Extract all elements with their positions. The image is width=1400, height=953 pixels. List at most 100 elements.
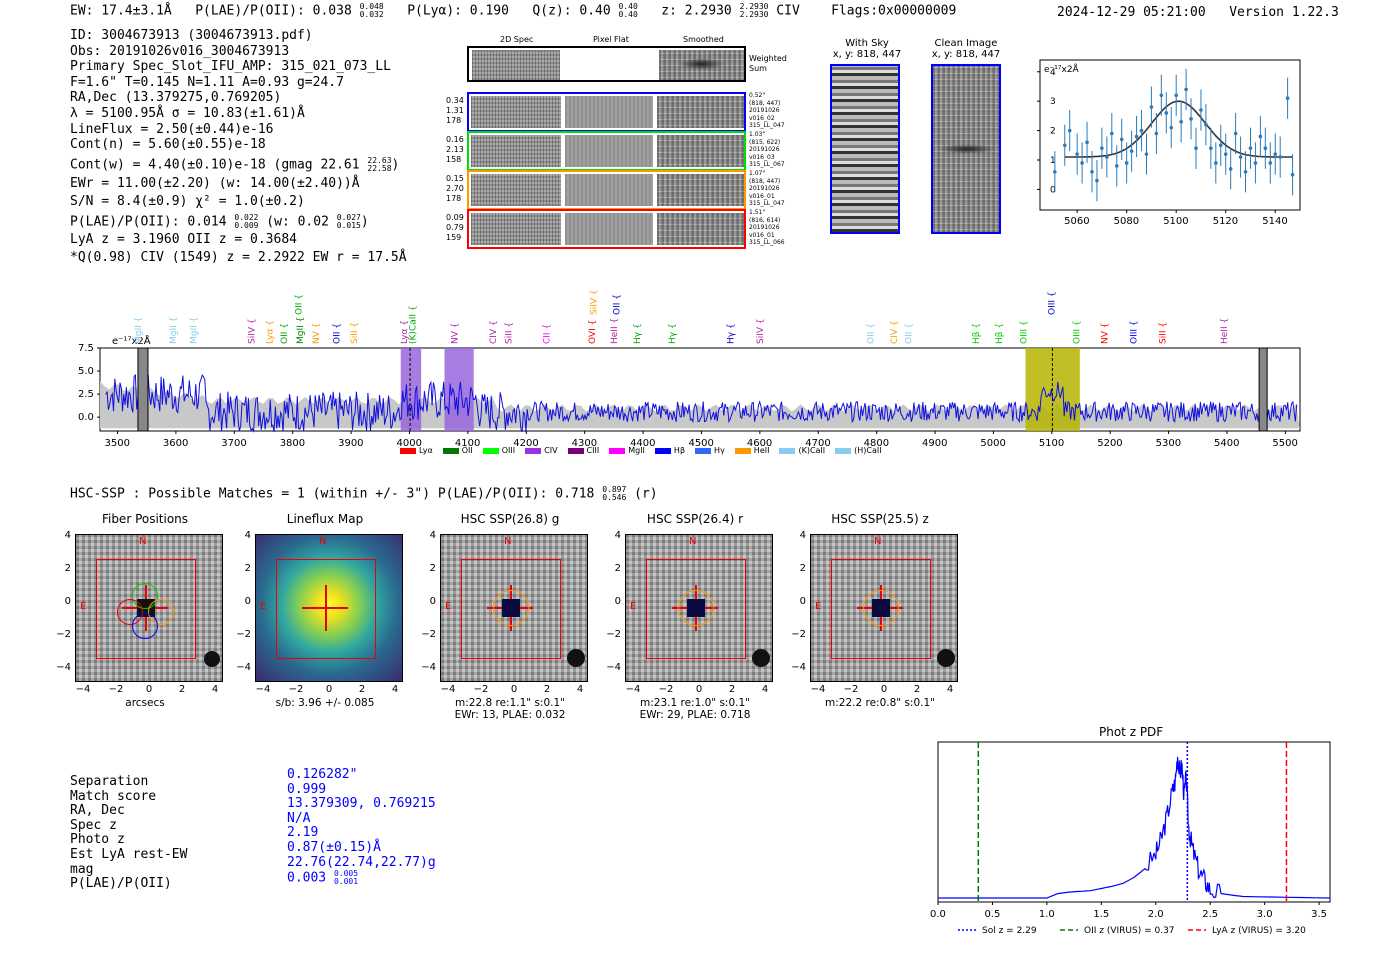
header-qz-hi: 0.40: [618, 2, 638, 11]
fiber-2dspec: [471, 213, 561, 245]
data-point: [1243, 169, 1248, 174]
data-point: [1273, 152, 1278, 156]
data-point: [1278, 155, 1282, 159]
data-point: [1144, 152, 1149, 156]
pdf-curve: [938, 756, 1331, 899]
clean-image-xy: x, y: 818, 447: [931, 49, 1001, 60]
neighbor-source: [937, 649, 955, 667]
legend-swatch: [654, 447, 671, 454]
fiber-smoothed: [657, 174, 744, 206]
header-plae-lo: 0.032: [359, 10, 384, 19]
data-point: [1067, 128, 1072, 133]
match-label-score: Match score: [70, 788, 157, 804]
fiber-row-meta-line: 315_LL_066: [749, 239, 785, 246]
header-flags: Flags:0x00000009: [831, 3, 957, 19]
header-qz: Q(z): 0.40: [532, 3, 611, 19]
match-value-plae: 0.003 0.005 0.001: [287, 870, 436, 886]
plot-frame: [1039, 59, 1301, 211]
masked-region: [137, 347, 149, 432]
fiber-row-meta-line: 0.52": [749, 92, 766, 99]
legend-label: MgII: [628, 446, 645, 455]
line-label: HeII {: [610, 318, 620, 344]
fiber-row-meta-line: 20191026: [749, 107, 780, 114]
info-spec-slot: Primary Spec_Slot_IFU_AMP: 315_021_073_L…: [70, 59, 391, 75]
with-sky-xy: x, y: 818, 447: [832, 49, 902, 60]
legend-item: Hγ: [695, 446, 725, 455]
info-lya-z: LyA z = 3.1960 OII z = 0.3684: [70, 232, 297, 248]
hsc-aperture-box: [646, 559, 746, 659]
info-gmag-lo: 22.58: [367, 163, 392, 173]
line-label: OII {: [294, 294, 304, 315]
info-plae-w-lo: 0.015: [336, 221, 361, 231]
data-point: [1053, 169, 1057, 174]
legend-item: Lyα: [400, 446, 433, 455]
fiber-row-meta: 1.03" (815, 622) 20191026 v016_03 315_LL_067: [749, 131, 785, 169]
line-label: OII {: [280, 323, 290, 344]
header-z-range: 2.2930 2.2930: [740, 3, 769, 19]
x-tick-label: 4: [576, 684, 584, 695]
x-tick-label: 5300: [1156, 438, 1181, 449]
hsc-panel-image: N E: [255, 534, 403, 682]
y-tick-label: 4: [799, 530, 806, 541]
fiber-row-meta-line: 20191026: [749, 185, 780, 192]
y-tick-label: −2: [606, 629, 621, 640]
info-cont-w-text: Cont(w) = 4.40(±0.10)e-18 (gmag 22.61: [70, 157, 360, 173]
col-title-pixelflat: Pixel Flat: [593, 35, 629, 44]
x-tick-label: 2.0: [1148, 909, 1164, 920]
neighbor-source: [204, 651, 220, 667]
match-value-score: 0.999: [287, 781, 327, 797]
info-block: ID: 3004673913 (3004673913.pdf) Obs: 201…: [70, 28, 407, 265]
x-tick-label: 3.0: [1257, 909, 1273, 920]
line-label: CII {: [543, 324, 553, 344]
fiber-row-meta-line: (815, 622): [749, 138, 781, 146]
match-labels: Separation Match score RA, Dec Spec z Ph…: [70, 774, 188, 892]
line-label: OII {: [332, 323, 342, 344]
fiber-2dspec: [471, 135, 561, 167]
legend-swatch: [567, 447, 584, 454]
data-point: [1238, 155, 1243, 159]
hsc-aperture-box: [96, 559, 196, 659]
header-plae: P(LAE)/P(OII): 0.038: [195, 3, 352, 19]
y-tick-label: 0: [1050, 185, 1056, 195]
info-plae-w-close: ): [360, 214, 369, 230]
line-label: Hγ {: [633, 323, 643, 344]
fiber-row-meta-line: 315_LL_047: [749, 122, 785, 129]
info-plae-w-hi: 0.027: [336, 213, 361, 223]
match-label-lya-ew: Est LyA rest-EW: [70, 846, 188, 862]
header-line: EW: 17.4±3.1Å P(LAE)/P(OII): 0.038 0.048…: [70, 3, 956, 19]
hsc-panel-image: N E: [440, 534, 588, 682]
x-tick-label: 4400: [630, 438, 655, 449]
legend-label: (H)CaII: [854, 446, 882, 455]
legend-item: (H)CaII: [835, 446, 882, 455]
info-cont-n: Cont(n) = 5.60(±0.55)e-18: [70, 137, 266, 153]
fiber-row-value: 2.70: [446, 184, 464, 193]
line-label: Hγ {: [668, 323, 678, 344]
line-label: OII {: [867, 323, 877, 344]
x-tick-label: 0: [695, 684, 703, 695]
with-sky-title: With Sky: [845, 38, 889, 49]
x-tick-label: 0: [510, 684, 518, 695]
info-radec: RA,Dec (13.379275,0.769205): [70, 90, 282, 106]
data-point: [1095, 178, 1099, 183]
line-label: OIII {: [1072, 320, 1082, 344]
legend-label: OII z (VIRUS) = 0.37: [1084, 926, 1175, 936]
info-best-z: *Q(0.98) CIV (1549) z = 2.2922 EW r = 17…: [70, 249, 407, 265]
fiber-2dspec: [471, 174, 561, 206]
y-tick-label: 2: [799, 563, 806, 574]
y-tick-label: 4: [1050, 68, 1056, 78]
legend-label: CIII: [586, 446, 600, 455]
legend-item: OII: [442, 446, 473, 455]
fiber-2dspec: [471, 96, 561, 128]
info-plae: P(LAE)/P(OII): 0.014 0.022 0.009 (w: 0.0…: [70, 214, 407, 230]
x-tick-label: 1.0: [1039, 909, 1055, 920]
legend-swatch: [609, 447, 626, 454]
fiber-row-meta-line: (816, 614): [749, 216, 781, 224]
data-point: [1119, 137, 1124, 142]
match-value-separation: 0.126282": [287, 767, 358, 782]
x-tick-label: 3600: [163, 438, 188, 449]
north-label: N: [319, 536, 327, 547]
info-fwhm: F=1.6" T=0.145 N=1.11 A=0.93 g=24.7: [70, 74, 344, 90]
y-tick-label: 2.5: [78, 389, 94, 400]
match-value-photoz: 2.19: [287, 825, 319, 841]
fit-curve: [1064, 100, 1293, 158]
